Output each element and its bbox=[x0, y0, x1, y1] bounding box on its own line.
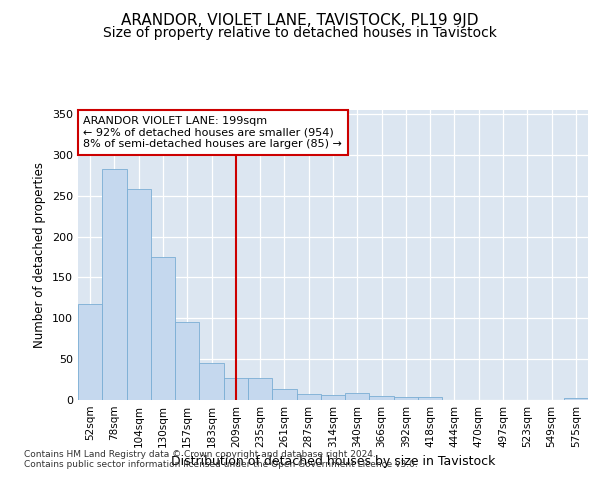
Bar bbox=[151, 257, 175, 400]
Bar bbox=[199, 363, 224, 400]
Text: Size of property relative to detached houses in Tavistock: Size of property relative to detached ho… bbox=[103, 26, 497, 40]
Bar bbox=[564, 398, 588, 400]
Bar bbox=[296, 394, 321, 400]
Bar bbox=[418, 396, 442, 400]
Text: ARANDOR, VIOLET LANE, TAVISTOCK, PL19 9JD: ARANDOR, VIOLET LANE, TAVISTOCK, PL19 9J… bbox=[121, 12, 479, 28]
Bar bbox=[321, 395, 345, 400]
Bar bbox=[102, 169, 127, 400]
Text: Contains HM Land Registry data © Crown copyright and database right 2024.
Contai: Contains HM Land Registry data © Crown c… bbox=[24, 450, 418, 469]
Bar bbox=[248, 378, 272, 400]
Bar bbox=[370, 396, 394, 400]
Bar bbox=[345, 394, 370, 400]
Bar bbox=[127, 189, 151, 400]
Bar bbox=[224, 378, 248, 400]
Bar bbox=[394, 396, 418, 400]
Y-axis label: Number of detached properties: Number of detached properties bbox=[34, 162, 46, 348]
Bar bbox=[272, 388, 296, 400]
Text: ARANDOR VIOLET LANE: 199sqm
← 92% of detached houses are smaller (954)
8% of sem: ARANDOR VIOLET LANE: 199sqm ← 92% of det… bbox=[83, 116, 342, 149]
X-axis label: Distribution of detached houses by size in Tavistock: Distribution of detached houses by size … bbox=[171, 456, 495, 468]
Bar bbox=[175, 322, 199, 400]
Bar bbox=[78, 304, 102, 400]
